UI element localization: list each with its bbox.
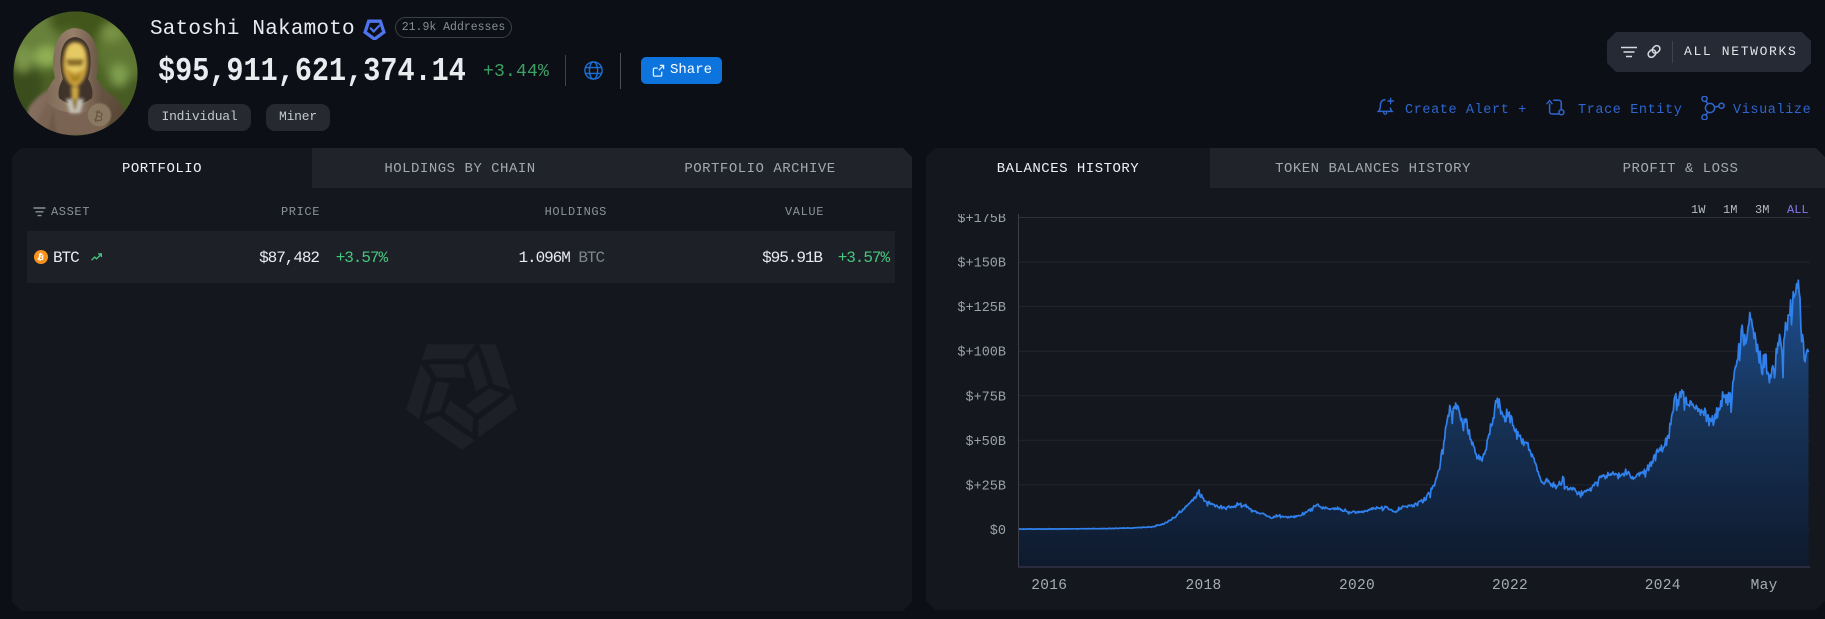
svg-text:$+25B: $+25B [965, 479, 1006, 494]
svg-text:$+150B: $+150B [957, 257, 1006, 272]
svg-text:2022: 2022 [1492, 578, 1528, 594]
svg-text:Visualize: Visualize [1733, 103, 1811, 118]
svg-text:2024: 2024 [1645, 578, 1681, 594]
svg-text:2016: 2016 [1031, 578, 1067, 594]
svg-text:$+175B: $+175B [957, 212, 1006, 227]
svg-text:2020: 2020 [1339, 578, 1375, 594]
svg-text:$+50B: $+50B [965, 435, 1006, 450]
svg-text:$0: $0 [990, 524, 1006, 539]
svg-text:May: May [1751, 578, 1778, 594]
svg-text:$+100B: $+100B [957, 346, 1006, 361]
svg-text:Create Alert +: Create Alert + [1405, 103, 1527, 118]
svg-text:2018: 2018 [1185, 578, 1221, 594]
svg-text:Trace Entity: Trace Entity [1578, 103, 1682, 118]
svg-text:$+125B: $+125B [957, 301, 1006, 316]
svg-text:₿: ₿ [92, 108, 105, 125]
svg-text:$+75B: $+75B [965, 390, 1006, 405]
